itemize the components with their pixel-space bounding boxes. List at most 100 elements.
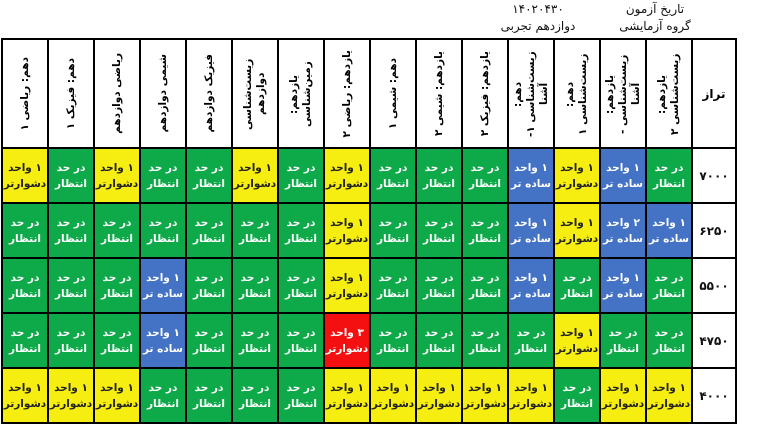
column-header: دهم: فیزیک ۱ [47,38,95,149]
difficulty-cell: در حد انتظار [93,312,141,369]
difficulty-description: دشوارتر [325,397,369,410]
difficulty-description: دشوارتر [555,177,599,190]
difficulty-cell: ۱ واحد ساده تر [599,147,647,204]
difficulty-level: در حد [424,161,454,174]
column-header: ریاضی دوازدهم [93,38,141,149]
column-header: یازدهم: زیست‌شناسی - آشنا [599,38,647,149]
difficulty-description: انتظار [514,342,548,355]
difficulty-level: در حد [608,326,638,339]
difficulty-cell: در حد انتظار [645,312,693,369]
difficulty-description: انتظار [192,342,226,355]
difficulty-description: انتظار [192,287,226,300]
difficulty-level: در حد [194,216,224,229]
difficulty-level: در حد [194,271,224,284]
difficulty-description: انتظار [376,342,410,355]
difficulty-description: دشوارتر [417,397,461,410]
difficulty-cell: در حد انتظار [461,147,509,204]
difficulty-cell: ۱ واحد دشوارتر [47,367,95,424]
difficulty-description: ساده تر [603,177,643,190]
difficulty-level: ۱ واحد [606,161,640,174]
difficulty-description: انتظار [284,397,318,410]
difficulty-level: در حد [286,271,316,284]
difficulty-level: در حد [470,326,500,339]
difficulty-level: ۱ واحد [146,326,180,339]
difficulty-description: انتظار [652,342,686,355]
difficulty-level: در حد [194,381,224,394]
difficulty-description: ساده تر [143,287,183,300]
difficulty-description: انتظار [422,287,456,300]
difficulty-cell: در حد انتظار [369,257,417,314]
difficulty-description: انتظار [606,342,640,355]
difficulty-cell: در حد انتظار [231,312,279,369]
difficulty-description: انتظار [468,342,502,355]
difficulty-level: در حد [562,271,592,284]
column-header-label: فیزیک دوازدهم [202,54,215,133]
difficulty-description: انتظار [560,287,594,300]
difficulty-description: انتظار [146,232,180,245]
column-header-label: دهم: شیمی ۱ [386,57,399,130]
difficulty-cell: در حد انتظار [185,312,233,369]
difficulty-description: انتظار [284,232,318,245]
difficulty-description: ساده تر [649,232,689,245]
difficulty-cell: در حد انتظار [645,147,693,204]
difficulty-cell: ۱ واحد دشوارتر [369,367,417,424]
difficulty-cell: ۱ واحد دشوارتر [231,147,279,204]
difficulty-cell: ۱ واحد دشوارتر [323,147,371,204]
difficulty-cell: در حد انتظار [415,147,463,204]
difficulty-description: انتظار [422,232,456,245]
column-header-label: دهم: زیست‌شناسی ۱- آشنا [511,50,550,137]
difficulty-level: در حد [56,161,86,174]
difficulty-level: در حد [240,216,270,229]
difficulty-cell: ۱ واحد ساده تر [645,202,693,259]
difficulty-cell: در حد انتظار [507,312,555,369]
difficulty-cell: در حد انتظار [369,202,417,259]
column-header: یازدهم: شیمی ۲ [415,38,463,149]
difficulty-description: ساده تر [511,232,551,245]
difficulty-description: دشوارتر [325,177,369,190]
difficulty-level: در حد [102,326,132,339]
difficulty-description: دشوارتر [555,232,599,245]
difficulty-description: انتظار [100,287,134,300]
difficulty-cell: در حد انتظار [415,202,463,259]
difficulty-cell: در حد انتظار [231,257,279,314]
difficulty-cell: ۱ واحد ساده تر [507,147,555,204]
difficulty-cell: در حد انتظار [185,257,233,314]
column-header-label: یازدهم: زیست‌شناسی - آشنا [603,53,642,134]
difficulty-cell: ۱ واحد دشوارتر [1,367,49,424]
difficulty-description: انتظار [146,397,180,410]
difficulty-level: در حد [470,271,500,284]
column-header-label: زیست‌شناسی دوازدهم [242,57,267,130]
exam-group-label: گروه آزمایشی [619,19,691,33]
column-header-label: یازدهم: فیزیک ۲ [478,50,491,137]
difficulty-description: دشوارتر [95,177,139,190]
taraz-value: ۶۲۵۰ [691,202,737,259]
difficulty-level: در حد [148,216,178,229]
column-header-label: یازدهم: زمین‌شناسی [288,60,313,127]
difficulty-level: در حد [240,271,270,284]
difficulty-level: ۱ واحد [606,271,640,284]
difficulty-description: انتظار [100,342,134,355]
difficulty-level: در حد [286,381,316,394]
difficulty-description: انتظار [238,287,272,300]
difficulty-cell: در حد انتظار [185,202,233,259]
difficulty-cell: ۱ واحد دشوارتر [93,367,141,424]
column-header-label: یازدهم: زیست‌شناسی ۲ [656,52,681,135]
difficulty-level: ۱ واحد [560,161,594,174]
difficulty-cell: ۱ واحد دشوارتر [599,367,647,424]
difficulty-description: دشوارتر [463,397,507,410]
table-row: ۵۵۰۰ در حد انتظار ۱ واحد ساده تر در حد انتظار ۱… [1,257,737,314]
difficulty-level: ۱ واحد [422,381,456,394]
column-header: دهم: شیمی ۱ [369,38,417,149]
difficulty-cell: در حد انتظار [369,312,417,369]
column-header-label: یازدهم: ریاضی ۲ [340,49,353,138]
exam-value-block: ۱۴۰۲۰۴۳۰ دوازدهم تجربی [483,1,593,35]
difficulty-level: در حد [102,216,132,229]
column-header: دهم: ریاضی ۱ [1,38,49,149]
difficulty-level: در حد [654,161,684,174]
difficulty-cell: در حد انتظار [277,367,325,424]
difficulty-level: ۱ واحد [54,381,88,394]
difficulty-description: انتظار [284,177,318,190]
taraz-value: ۴۰۰۰ [691,367,737,424]
difficulty-level: در حد [424,326,454,339]
difficulty-level: ۱ واحد [514,161,548,174]
